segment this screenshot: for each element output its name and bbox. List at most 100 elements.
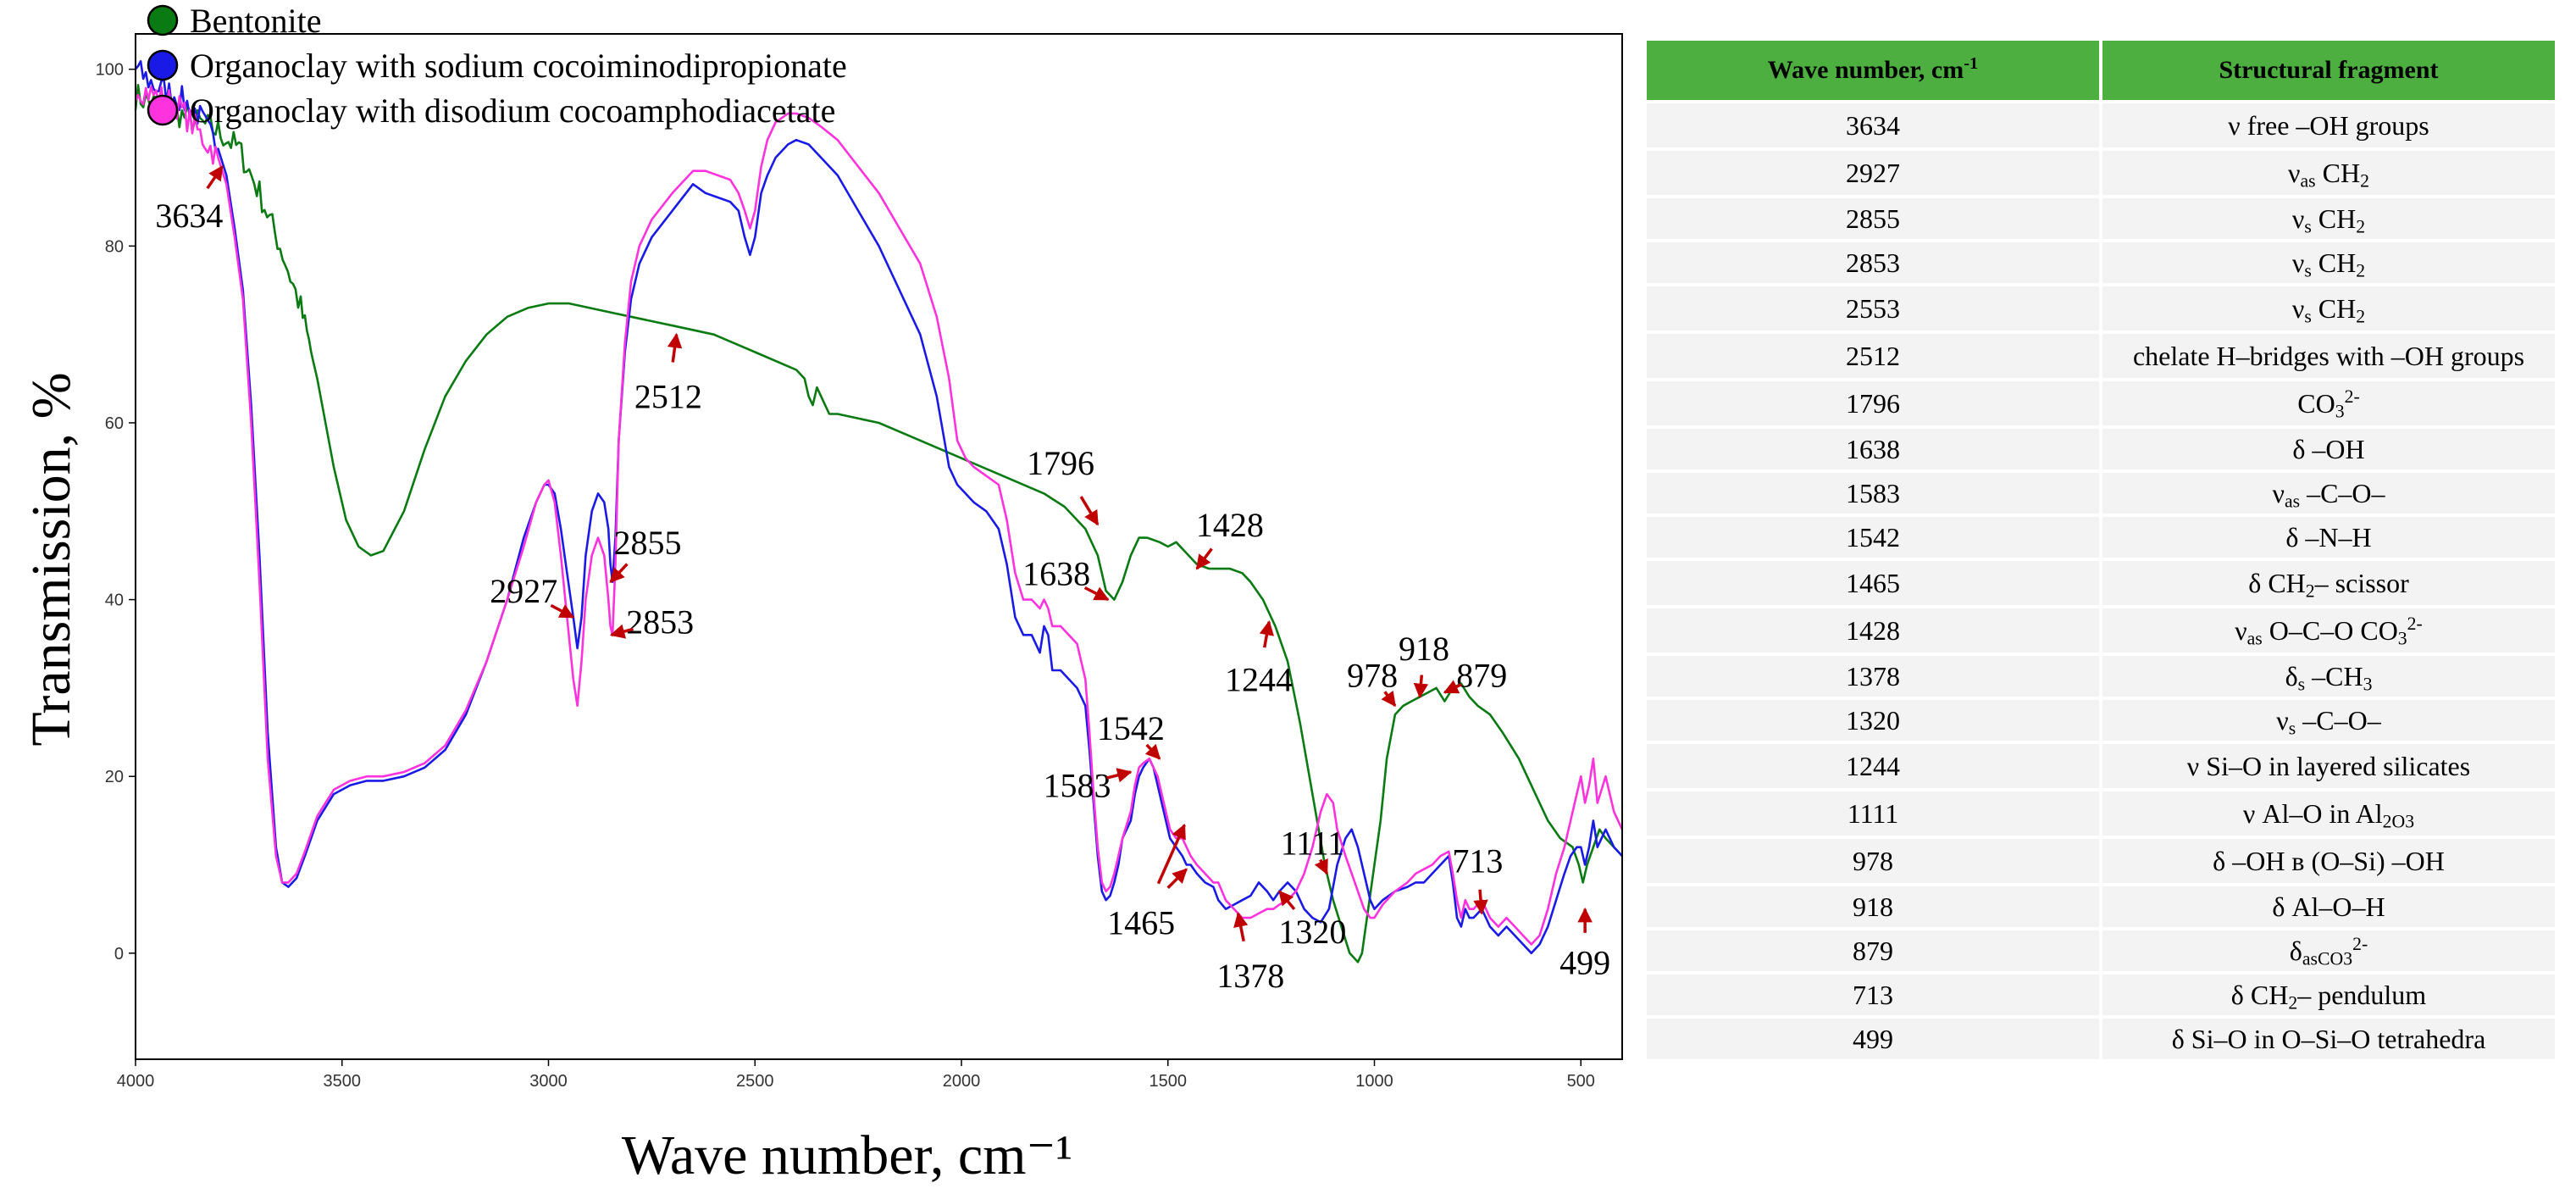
cell-structural-fragment: CO32- <box>2102 381 2555 425</box>
y-tick-label: 20 <box>105 768 124 786</box>
peak-arrow-1428 <box>1195 547 1213 570</box>
cell-structural-fragment: chelate H–bridges with –OH groups <box>2102 334 2555 378</box>
cell-wave-number: 1796 <box>1647 381 2099 425</box>
peak-arrow-1320 <box>1278 890 1296 911</box>
table-row: 1428 νas O–C–O CO32- <box>1647 608 2555 653</box>
cell-wave-number: 1465 <box>1647 561 2099 605</box>
cell-wave-number: 499 <box>1647 1019 2099 1059</box>
cell-structural-fragment: δs –CH3 <box>2102 656 2555 697</box>
plot-frame <box>135 33 1623 1060</box>
cell-structural-fragment: δ Al–O–H <box>2102 886 2555 927</box>
cell-structural-fragment: δ Si–O in O–Si–O tetrahedra <box>2102 1019 2555 1059</box>
peak-arrow-978 <box>1381 690 1397 708</box>
table-row: 918 δ Al–O–H <box>1647 886 2555 927</box>
x-axis-label: Wave number, cm⁻¹ <box>622 1125 1072 1186</box>
legend-label-1: Bentonite <box>190 2 322 40</box>
cell-structural-fragment: ν Al–O in Al2O3 <box>2102 791 2555 836</box>
y-tick-label: 0 <box>114 945 124 964</box>
annotations-layer: 3634 2512 2927 2855 2853 1796 1428 1638 1244 9789… <box>155 165 1610 995</box>
peak-label-1583: 1583 <box>1044 767 1111 805</box>
cell-wave-number: 2853 <box>1647 242 2099 283</box>
table-row: 2512 chelate H–bridges with –OH groups <box>1647 334 2555 378</box>
y-tick-label: 100 <box>96 61 124 80</box>
table-row: 2855 νs CH2 <box>1647 198 2555 239</box>
cell-structural-fragment: δ –OH <box>2102 429 2555 469</box>
cell-wave-number: 1244 <box>1647 744 2099 788</box>
cell-structural-fragment: νas O–C–O CO32- <box>2102 608 2555 653</box>
peak-label-978: 978 <box>1347 656 1398 694</box>
peak-label-499: 499 <box>1559 943 1610 981</box>
x-tick-label: 1500 <box>1150 1072 1188 1091</box>
y-axis-label: Transmission, % <box>20 372 82 746</box>
legend-label-2: Organoclay with sodium cocoiminodipropio… <box>190 47 847 85</box>
legend-marker-3 <box>147 94 179 126</box>
cell-wave-number: 1378 <box>1647 656 2099 697</box>
x-tick-label: 2500 <box>736 1072 774 1091</box>
ticks-layer: 4000 3500 3000 2500 2000 1500 1000 500 0 20 40 60 80… <box>96 61 1595 1091</box>
peak-label-713: 713 <box>1452 841 1503 880</box>
table-row: 1638 δ –OH <box>1647 429 2555 469</box>
peak-label-2855: 2855 <box>614 524 682 562</box>
cell-wave-number: 1111 <box>1647 791 2099 836</box>
legend: Bentonite Organoclay with sodium cocoimin… <box>147 2 847 130</box>
peak-arrow-879 <box>1443 680 1462 694</box>
peak-arrow-918 <box>1413 675 1429 699</box>
assignment-table: Wave number, cm-1 Structural fragment 36… <box>1643 37 2558 1063</box>
table-row: 978 δ –OH в (O–Si) –OH <box>1647 839 2555 883</box>
peak-arrow-1111 <box>1314 858 1329 875</box>
table-row: 1796 CO32- <box>1647 381 2555 425</box>
x-tick-label: 500 <box>1567 1072 1595 1091</box>
x-tick-label: 4000 <box>117 1072 155 1091</box>
x-tick-label: 2000 <box>943 1072 981 1091</box>
table-row: 2927 νas CH2 <box>1647 151 2555 195</box>
table-row: 1583 νas –C–O– <box>1647 473 2555 514</box>
cell-wave-number: 1428 <box>1647 608 2099 653</box>
cell-structural-fragment: νs CH2 <box>2102 198 2555 239</box>
cell-structural-fragment: δ –OH в (O–Si) –OH <box>2102 839 2555 883</box>
y-tick-label: 40 <box>105 591 124 610</box>
peak-label-918: 918 <box>1399 630 1449 668</box>
peak-arrow-1244 <box>1259 619 1275 648</box>
cell-structural-fragment: νas –C–O– <box>2102 473 2555 514</box>
cell-structural-fragment: δ CH2– pendulum <box>2102 975 2555 1015</box>
peak-label-2853: 2853 <box>626 603 694 641</box>
x-tick-label: 1000 <box>1355 1072 1393 1091</box>
peak-label-1378: 1378 <box>1216 957 1284 995</box>
peak-label-1465: 1465 <box>1107 903 1175 941</box>
cell-wave-number: 1320 <box>1647 700 2099 741</box>
peak-arrow-3634 <box>206 165 224 190</box>
y-tick-label: 80 <box>105 237 124 256</box>
peak-label-879: 879 <box>1456 656 1507 694</box>
cell-wave-number: 1542 <box>1647 517 2099 558</box>
cell-wave-number: 879 <box>1647 930 2099 971</box>
peak-label-1244: 1244 <box>1225 660 1293 698</box>
cell-structural-fragment: νs CH2 <box>2102 242 2555 283</box>
table-row: 1542 δ –N–H <box>1647 517 2555 558</box>
cell-wave-number: 1583 <box>1647 473 2099 514</box>
peak-arrow-1465 <box>1156 823 1186 885</box>
peak-label-2512: 2512 <box>634 378 702 416</box>
legend-marker-1 <box>147 4 179 36</box>
cell-wave-number: 918 <box>1647 886 2099 927</box>
cell-wave-number: 3634 <box>1647 103 2099 147</box>
x-tick-label: 3500 <box>324 1072 362 1091</box>
table-row: 1244 ν Si–O in layered silicates <box>1647 744 2555 788</box>
cell-wave-number: 713 <box>1647 975 2099 1015</box>
cell-structural-fragment: νas CH2 <box>2102 151 2555 195</box>
cell-structural-fragment: νs –C–O– <box>2102 700 2555 741</box>
header-structural-fragment: Structural fragment <box>2102 41 2555 100</box>
series-line-3 <box>134 86 1624 946</box>
cell-structural-fragment: δasCO32- <box>2102 930 2555 971</box>
table-row: 2553 νs CH2 <box>1647 286 2555 330</box>
cell-structural-fragment: ν free –OH groups <box>2102 103 2555 147</box>
table-body: 3634 ν free –OH groups 2927 νas CH2 2855 νs C… <box>1647 103 2555 1059</box>
cell-wave-number: 2553 <box>1647 286 2099 330</box>
legend-marker-2 <box>147 49 179 81</box>
cell-wave-number: 2927 <box>1647 151 2099 195</box>
table-row: 1465 δ CH2– scissor <box>1647 561 2555 605</box>
table-row: 713 δ CH2– pendulum <box>1647 975 2555 1015</box>
cell-structural-fragment: δ CH2– scissor <box>2102 561 2555 605</box>
cell-structural-fragment: νs CH2 <box>2102 286 2555 330</box>
peak-arrow-2927 <box>550 603 575 619</box>
table-row: 2853 νs CH2 <box>1647 242 2555 283</box>
